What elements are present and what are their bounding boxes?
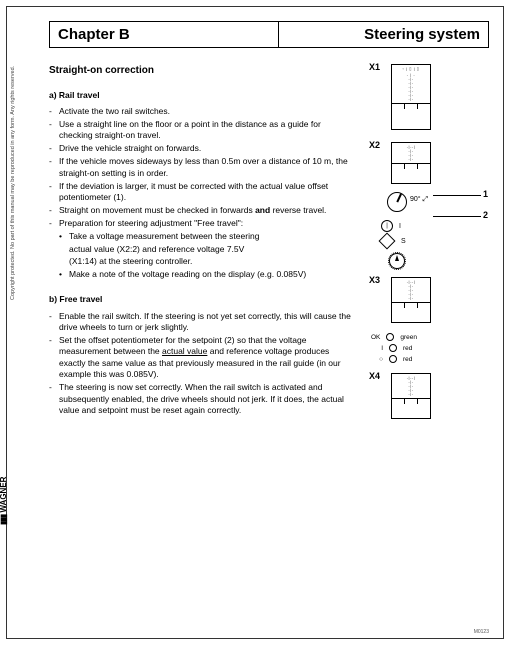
indent-line: (X1:14) at the steering controller. (49, 256, 351, 267)
connector-x3: -|--| -|- -|- -|- -|- (391, 277, 431, 323)
page-title: Straight-on correction (49, 64, 351, 78)
led-ok-row: OKgreen (371, 333, 489, 341)
indicator-i-label: I (399, 223, 401, 230)
list-item: Take a voltage measurement between the s… (59, 231, 351, 242)
indicator-i-icon: | (381, 220, 393, 232)
indicator-s-icon (379, 233, 396, 250)
chapter-title: Chapter B (50, 22, 279, 47)
list-item: If the vehicle moves sideways by less th… (49, 156, 351, 179)
connector-label-x3: X3 (369, 275, 380, 285)
connector-label-x2: X2 (369, 140, 380, 150)
list-item: Use a straight line on the floor or a po… (49, 119, 351, 142)
led-red-icon (389, 344, 397, 352)
page-header: Chapter B Steering system (49, 21, 489, 48)
list-item: Enable the rail switch. If the steering … (49, 311, 351, 334)
section-a-sublist2: Make a note of the voltage reading on th… (49, 269, 351, 280)
callout-1: 1 (483, 189, 488, 199)
led-red-icon (389, 355, 397, 363)
callout-2: 2 (483, 210, 488, 220)
section-a-heading: a) Rail travel (49, 90, 351, 101)
copyright-text: Copyright protected. No part of this man… (10, 150, 16, 300)
list-item: Set the offset potentiometer for the set… (49, 335, 351, 381)
section-b-list: Enable the rail switch. If the steering … (49, 311, 351, 417)
list-item: The steering is now set correctly. When … (49, 382, 351, 416)
compass-icon (389, 253, 405, 269)
potentiometer-knob: 90° ⤢ (387, 192, 407, 212)
brand-logo: ▮▮▮ STILL ▮▮▮ WAGNER (0, 477, 8, 525)
indicator-s-label: S (401, 238, 406, 245)
list-item: If the deviation is larger, it must be c… (49, 181, 351, 204)
connector-label-x4: X4 (369, 371, 380, 381)
list-item: Straight on movement must be checked in … (49, 205, 351, 216)
connector-x2: -|--| -|- -|- -|- (391, 142, 431, 184)
callout-line-2 (433, 216, 481, 217)
indent-line: actual value (X2:2) and reference voltag… (49, 244, 351, 255)
list-item: Make a note of the voltage reading on th… (59, 269, 351, 280)
section-a-sublist: Take a voltage measurement between the s… (49, 231, 351, 242)
section-a-list: Activate the two rail switches. Use a st… (49, 106, 351, 230)
system-title: Steering system (279, 22, 488, 47)
led-i-row: Ired (371, 344, 489, 352)
led-green-icon (386, 333, 394, 341)
led-c-row: ○red (371, 355, 489, 363)
diagram-column: X1 ▫ | ▯ | ▯ - | - -|- -|- -|- -|- -|- -… (361, 64, 489, 419)
connector-label-x1: X1 (369, 62, 380, 72)
list-item: Preparation for steering adjustment "Fre… (49, 218, 351, 229)
connector-x4: -|--| -|- -|- -|- -|- (391, 373, 431, 419)
text-column: Straight-on correction a) Rail travel Ac… (49, 64, 351, 419)
list-item: Activate the two rail switches. (49, 106, 351, 117)
section-b-heading: b) Free travel (49, 294, 351, 305)
list-item: Drive the vehicle straight on forwards. (49, 143, 351, 154)
callout-line-1 (433, 195, 481, 196)
footer-code: M0123 (474, 629, 489, 635)
connector-x1: ▫ | ▯ | ▯ - | - -|- -|- -|- -|- -|- -|- (391, 64, 431, 130)
